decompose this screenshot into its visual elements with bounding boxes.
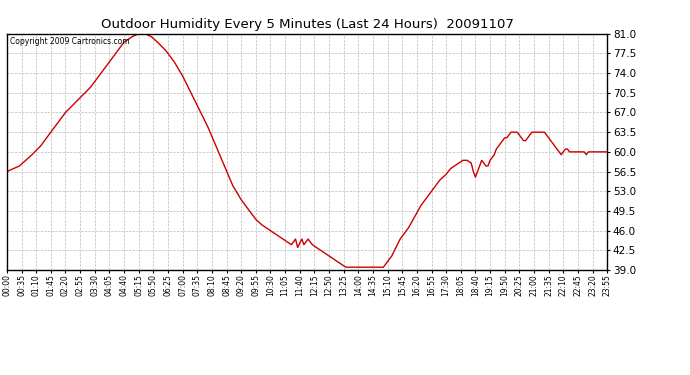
Text: Copyright 2009 Cartronics.com: Copyright 2009 Cartronics.com [10,37,130,46]
Title: Outdoor Humidity Every 5 Minutes (Last 24 Hours)  20091107: Outdoor Humidity Every 5 Minutes (Last 2… [101,18,513,31]
